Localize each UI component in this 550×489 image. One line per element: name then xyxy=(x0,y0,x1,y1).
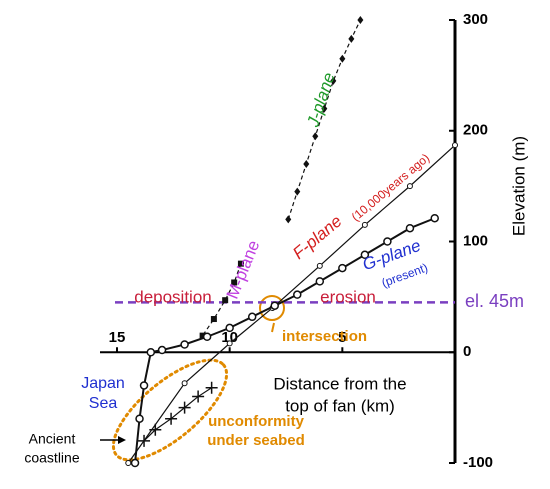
x-axis-label: Distance from the xyxy=(273,374,406,393)
point xyxy=(293,290,302,299)
point xyxy=(138,434,151,447)
x-axis-label: top of fan (km) xyxy=(285,396,395,415)
point xyxy=(146,348,156,357)
intersection-circle xyxy=(259,295,285,321)
point xyxy=(430,213,439,223)
annotation: unconformity xyxy=(208,413,304,430)
series-line xyxy=(287,19,361,220)
annotation: Sea xyxy=(89,395,118,412)
reference-label: el. 45m xyxy=(465,291,524,311)
annotation: M-plane xyxy=(223,238,264,302)
y-tick-label: 0 xyxy=(463,343,471,360)
point xyxy=(231,279,238,286)
y-tick-label: 300 xyxy=(463,11,488,28)
point xyxy=(247,312,257,322)
series-line xyxy=(127,144,456,464)
point xyxy=(330,76,337,85)
point xyxy=(383,237,392,246)
point xyxy=(210,316,217,323)
y-tick-label: 100 xyxy=(463,232,488,249)
point xyxy=(181,380,188,387)
annotation: Ancient xyxy=(29,431,76,447)
point xyxy=(165,412,178,425)
point xyxy=(237,260,244,267)
series-line xyxy=(143,387,212,442)
annotation: J-plane xyxy=(303,70,339,130)
point xyxy=(303,159,310,168)
y-tick-label: 200 xyxy=(463,122,488,139)
point xyxy=(360,250,370,260)
point xyxy=(316,262,323,269)
x-tick-label: 5 xyxy=(338,329,346,346)
point xyxy=(406,183,413,190)
point xyxy=(205,381,218,394)
y-tick-label: -100 xyxy=(463,454,493,471)
point xyxy=(294,187,301,196)
point xyxy=(348,34,355,43)
unconformity-ellipse xyxy=(111,358,229,462)
point xyxy=(321,104,328,113)
point xyxy=(202,332,212,341)
point xyxy=(338,263,347,273)
annotation: (10,000years ago) xyxy=(349,151,433,224)
point xyxy=(312,132,319,141)
point xyxy=(180,340,189,349)
intersection-arrow xyxy=(271,322,275,333)
annotation: F-plane xyxy=(289,211,345,263)
point xyxy=(405,223,415,233)
point xyxy=(315,277,325,286)
point xyxy=(361,221,368,228)
point xyxy=(357,16,364,24)
point xyxy=(130,458,140,468)
point xyxy=(225,323,234,333)
point xyxy=(125,460,132,466)
x-tick-label: 15 xyxy=(109,329,126,346)
x-tick-label: 10 xyxy=(221,329,238,346)
y-axis-label: Elevation (m) xyxy=(509,136,528,236)
point xyxy=(222,297,229,304)
annotation: Japan xyxy=(81,375,125,392)
annotation: deposition xyxy=(134,287,212,306)
annotation: under seabed xyxy=(207,432,305,449)
point xyxy=(270,301,279,310)
point xyxy=(139,381,149,390)
point xyxy=(192,390,205,403)
point xyxy=(157,345,167,355)
point xyxy=(149,423,162,436)
point xyxy=(178,401,191,414)
point xyxy=(339,54,346,63)
point xyxy=(199,332,206,339)
point xyxy=(452,142,458,149)
point xyxy=(135,414,144,423)
annotation: erosion xyxy=(320,287,376,306)
annotation: intersection xyxy=(282,328,367,345)
annotation: coastline xyxy=(24,450,79,466)
point xyxy=(226,340,233,347)
coastline-arrowhead xyxy=(118,436,126,444)
point xyxy=(285,215,292,224)
